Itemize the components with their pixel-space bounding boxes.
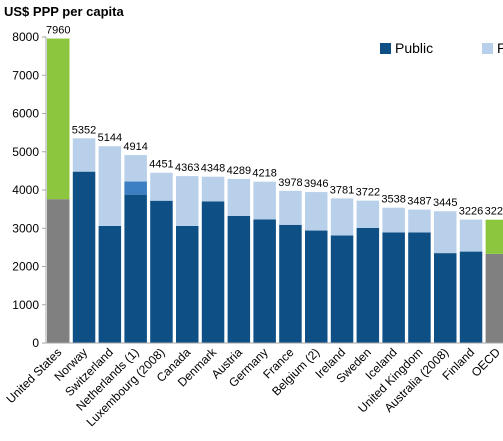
y-tick-label: 6000	[12, 107, 39, 121]
bar-private	[434, 211, 457, 254]
data-label: 3223	[485, 206, 503, 218]
bar-private	[356, 200, 380, 228]
bar-private	[176, 176, 199, 226]
legend-swatch-public	[380, 42, 391, 54]
x-tick-label: OECD	[469, 345, 503, 380]
legend-item-private: P	[482, 40, 503, 56]
bar-public	[459, 251, 483, 343]
bar-private	[253, 181, 276, 220]
y-tick-label: 0	[32, 336, 39, 350]
legend-item-public: Public	[380, 40, 433, 56]
y-tick-label: 2000	[12, 260, 39, 274]
legend: Public P	[380, 40, 503, 60]
legend-label-private: P	[497, 40, 503, 56]
data-label: 5144	[98, 132, 122, 144]
bar-public	[98, 225, 122, 343]
data-label: 3445	[433, 197, 457, 209]
y-tick-label: 3000	[12, 221, 39, 235]
data-label: 4451	[149, 159, 173, 171]
bar-public	[382, 232, 405, 343]
data-label: 4218	[252, 168, 276, 180]
bar-private	[459, 219, 483, 252]
data-label: 4363	[175, 162, 199, 174]
bar-public	[201, 201, 225, 343]
y-tick-label: 7000	[12, 68, 39, 82]
y-tick-label: 4000	[12, 183, 39, 197]
legend-swatch-private	[482, 42, 493, 54]
bar-private	[305, 192, 328, 231]
bar-private	[47, 38, 70, 200]
bar-public	[47, 199, 70, 343]
bar-private	[330, 198, 354, 236]
bar-public	[72, 171, 96, 343]
bar-public	[227, 216, 251, 343]
data-label: 3978	[278, 177, 302, 189]
bar-public	[176, 225, 199, 343]
data-label: 3722	[356, 187, 380, 199]
data-label: 4289	[227, 165, 251, 177]
bar-public	[150, 200, 173, 343]
bar-public	[253, 219, 276, 343]
bar-private	[382, 207, 405, 233]
bar-private	[98, 146, 122, 226]
bar-public	[408, 232, 431, 343]
data-label: 4348	[201, 163, 225, 175]
data-label: 3946	[304, 178, 328, 190]
bar-private	[150, 172, 173, 201]
data-label: 4914	[123, 141, 147, 153]
bar-private	[72, 138, 96, 172]
y-tick-label: 5000	[12, 145, 39, 159]
bar-public	[279, 224, 302, 343]
legend-label-public: Public	[395, 40, 434, 56]
y-tick-label: 1000	[12, 298, 39, 312]
data-label: 7960	[46, 25, 70, 37]
bar-public	[330, 235, 354, 343]
bar-overlay	[124, 181, 147, 195]
data-label: 3487	[407, 196, 431, 208]
bar-public	[124, 194, 147, 343]
y-tick-label: 8000	[12, 30, 39, 44]
bar-public	[485, 253, 503, 343]
bar-private	[279, 190, 302, 225]
bar-public	[434, 253, 457, 343]
bar-private	[408, 209, 431, 233]
bar-private	[485, 219, 503, 254]
data-label: 5352	[72, 124, 96, 136]
data-label: 3781	[330, 184, 354, 196]
data-label: 3226	[459, 206, 483, 218]
bar-private	[227, 178, 251, 217]
bar-public	[356, 227, 380, 343]
bar-private	[201, 176, 225, 202]
data-label: 3538	[381, 194, 405, 206]
y-axis-title: US$ PPP per capita	[4, 4, 124, 19]
bar-public	[305, 230, 328, 343]
